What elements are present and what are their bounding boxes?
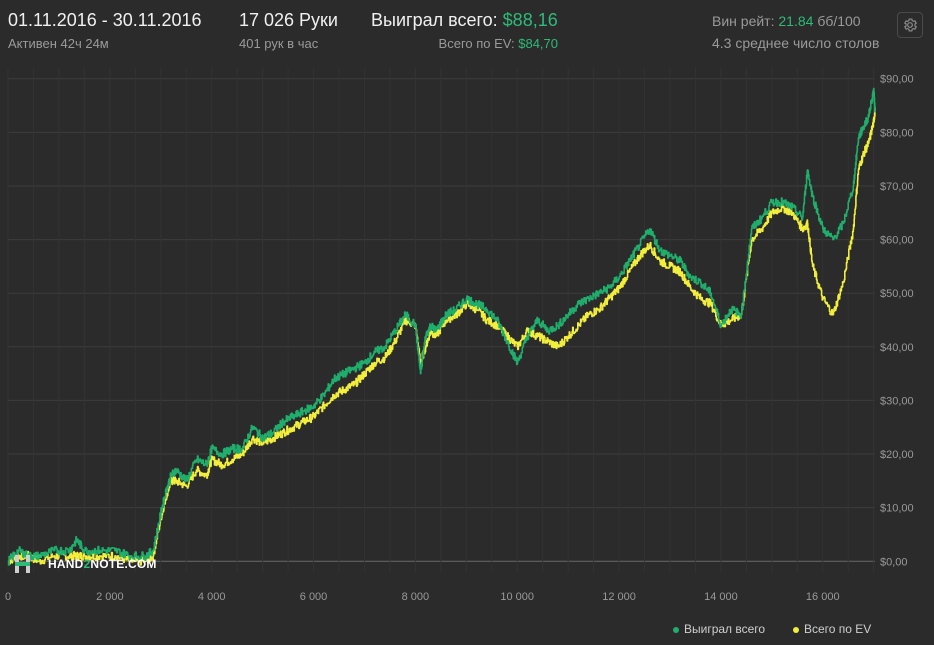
y-tick-label: $20,00 <box>880 449 914 461</box>
hands-per-hour: 401 рук в час <box>239 36 319 51</box>
x-tick-label: 0 <box>5 591 11 603</box>
winrate-label: Вин рейт: <box>712 13 775 29</box>
x-tick-label: 6 000 <box>300 591 328 603</box>
legend-item-ev[interactable]: Всего по EV <box>793 622 871 636</box>
series-line-won <box>7 87 876 566</box>
y-tick-label: $0,00 <box>880 556 908 568</box>
y-tick-label: $10,00 <box>880 503 914 515</box>
series-line-ev <box>7 107 876 566</box>
ev-total: Всего по EV: $84,70 <box>439 36 558 51</box>
active-time: Активен 42ч 24м <box>8 36 109 51</box>
hand2note-logo: HAND2NOTE.COM <box>14 552 157 576</box>
y-grid <box>8 78 875 562</box>
legend-dot-ev <box>793 626 799 633</box>
settings-button[interactable] <box>897 12 923 38</box>
legend-label-won: Выиграл всего <box>684 622 766 636</box>
y-tick-label: $40,00 <box>880 342 914 354</box>
legend-dot-won <box>673 626 679 633</box>
x-tick-label: 16 000 <box>806 591 840 603</box>
x-grid <box>7 68 875 572</box>
winrate-unit: бб/100 <box>817 13 861 29</box>
chart-svg[interactable]: $0,00 $10,00 $20,00 $30,00 $40,00 $50,00 $60,0… <box>0 60 934 640</box>
y-tick-label: $70,00 <box>880 181 914 193</box>
x-tick-label: 14 000 <box>704 591 738 603</box>
gear-icon <box>903 18 918 32</box>
y-tick-label: $50,00 <box>880 288 914 300</box>
ev-label: Всего по EV: <box>438 36 515 51</box>
y-tick-label: $90,00 <box>880 74 914 86</box>
x-tick-label: 12 000 <box>602 591 636 603</box>
hand2note-logo-text: HAND2NOTE.COM <box>48 557 157 571</box>
ev-value: $84,70 <box>518 36 558 51</box>
won-label: Выиграл всего: <box>371 10 498 30</box>
winrate-value: 21.84 <box>778 13 814 29</box>
won-value: $88,16 <box>502 10 558 30</box>
x-tick-labels: 0 2 000 4 000 6 000 8 000 10 000 12 000 14 000 1… <box>5 591 840 603</box>
x-tick-label: 8 000 <box>402 591 430 603</box>
y-tick-label: $60,00 <box>880 235 914 247</box>
hands-count: 17 026 Руки <box>239 10 338 30</box>
series-lines <box>7 87 876 566</box>
hand2note-logo-icon <box>15 555 42 573</box>
winrate: Вин рейт: 21.84 бб/100 <box>712 13 861 29</box>
y-tick-label: $80,00 <box>880 127 914 139</box>
profit-chart[interactable]: $0,00 $10,00 $20,00 $30,00 $40,00 $50,00 $60,0… <box>0 60 934 640</box>
stats-header: 01.11.2016 - 30.11.2016 Активен 42ч 24м … <box>0 0 934 60</box>
x-tick-label: 4 000 <box>198 591 226 603</box>
legend-item-won[interactable]: Выиграл всего <box>673 622 765 636</box>
x-tick-label: 2 000 <box>96 591 124 603</box>
y-tick-label: $30,00 <box>880 395 914 407</box>
x-tick-label: 10 000 <box>500 591 534 603</box>
avg-tables: 4.3 среднее число столов <box>712 35 880 51</box>
y-tick-labels: $0,00 $10,00 $20,00 $30,00 $40,00 $50,00 $60,0… <box>880 74 914 569</box>
date-range[interactable]: 01.11.2016 - 30.11.2016 <box>8 10 202 30</box>
legend-label-ev: Всего по EV <box>804 622 872 636</box>
won-total: Выиграл всего: $88,16 <box>371 10 558 31</box>
